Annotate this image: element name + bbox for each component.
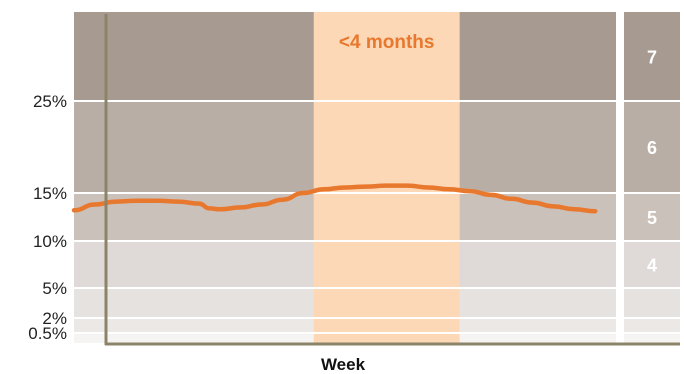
highlight-annotation: <4 months [339, 32, 435, 53]
ytick-label-5: 25% [33, 92, 67, 111]
band-label-5: 6 [647, 138, 657, 158]
grid-layer [74, 100, 680, 334]
highlight-layer [313, 12, 460, 343]
side-band-1 [624, 318, 680, 333]
ytick-label-2: 5% [42, 279, 67, 298]
side-band-3 [624, 241, 680, 288]
ytick-label-0: 0.5% [28, 324, 67, 343]
ytick-label-1: 2% [42, 309, 67, 328]
side-band-4 [624, 193, 680, 241]
ytick-layer: 0.5%2% 5% 10% 15% 25% [28, 92, 67, 343]
highlight-region [313, 12, 460, 343]
band-label-3: 4 [647, 256, 657, 276]
x-axis-label: Week [321, 355, 366, 374]
side-band-6 [624, 12, 680, 101]
side-band-5 [624, 101, 680, 193]
side-band-0 [624, 333, 680, 343]
series-layer [71, 183, 598, 214]
band-label-6: 7 [647, 48, 657, 68]
ytick-label-4: 15% [33, 184, 67, 203]
ytick-label-3: 10% [33, 232, 67, 251]
band-label-4: 5 [647, 208, 657, 228]
series-line-0 [71, 183, 598, 214]
side-band-2 [624, 288, 680, 318]
band-label-layer: 4 5 6 7 [647, 48, 657, 276]
axes-layer [104, 14, 680, 346]
